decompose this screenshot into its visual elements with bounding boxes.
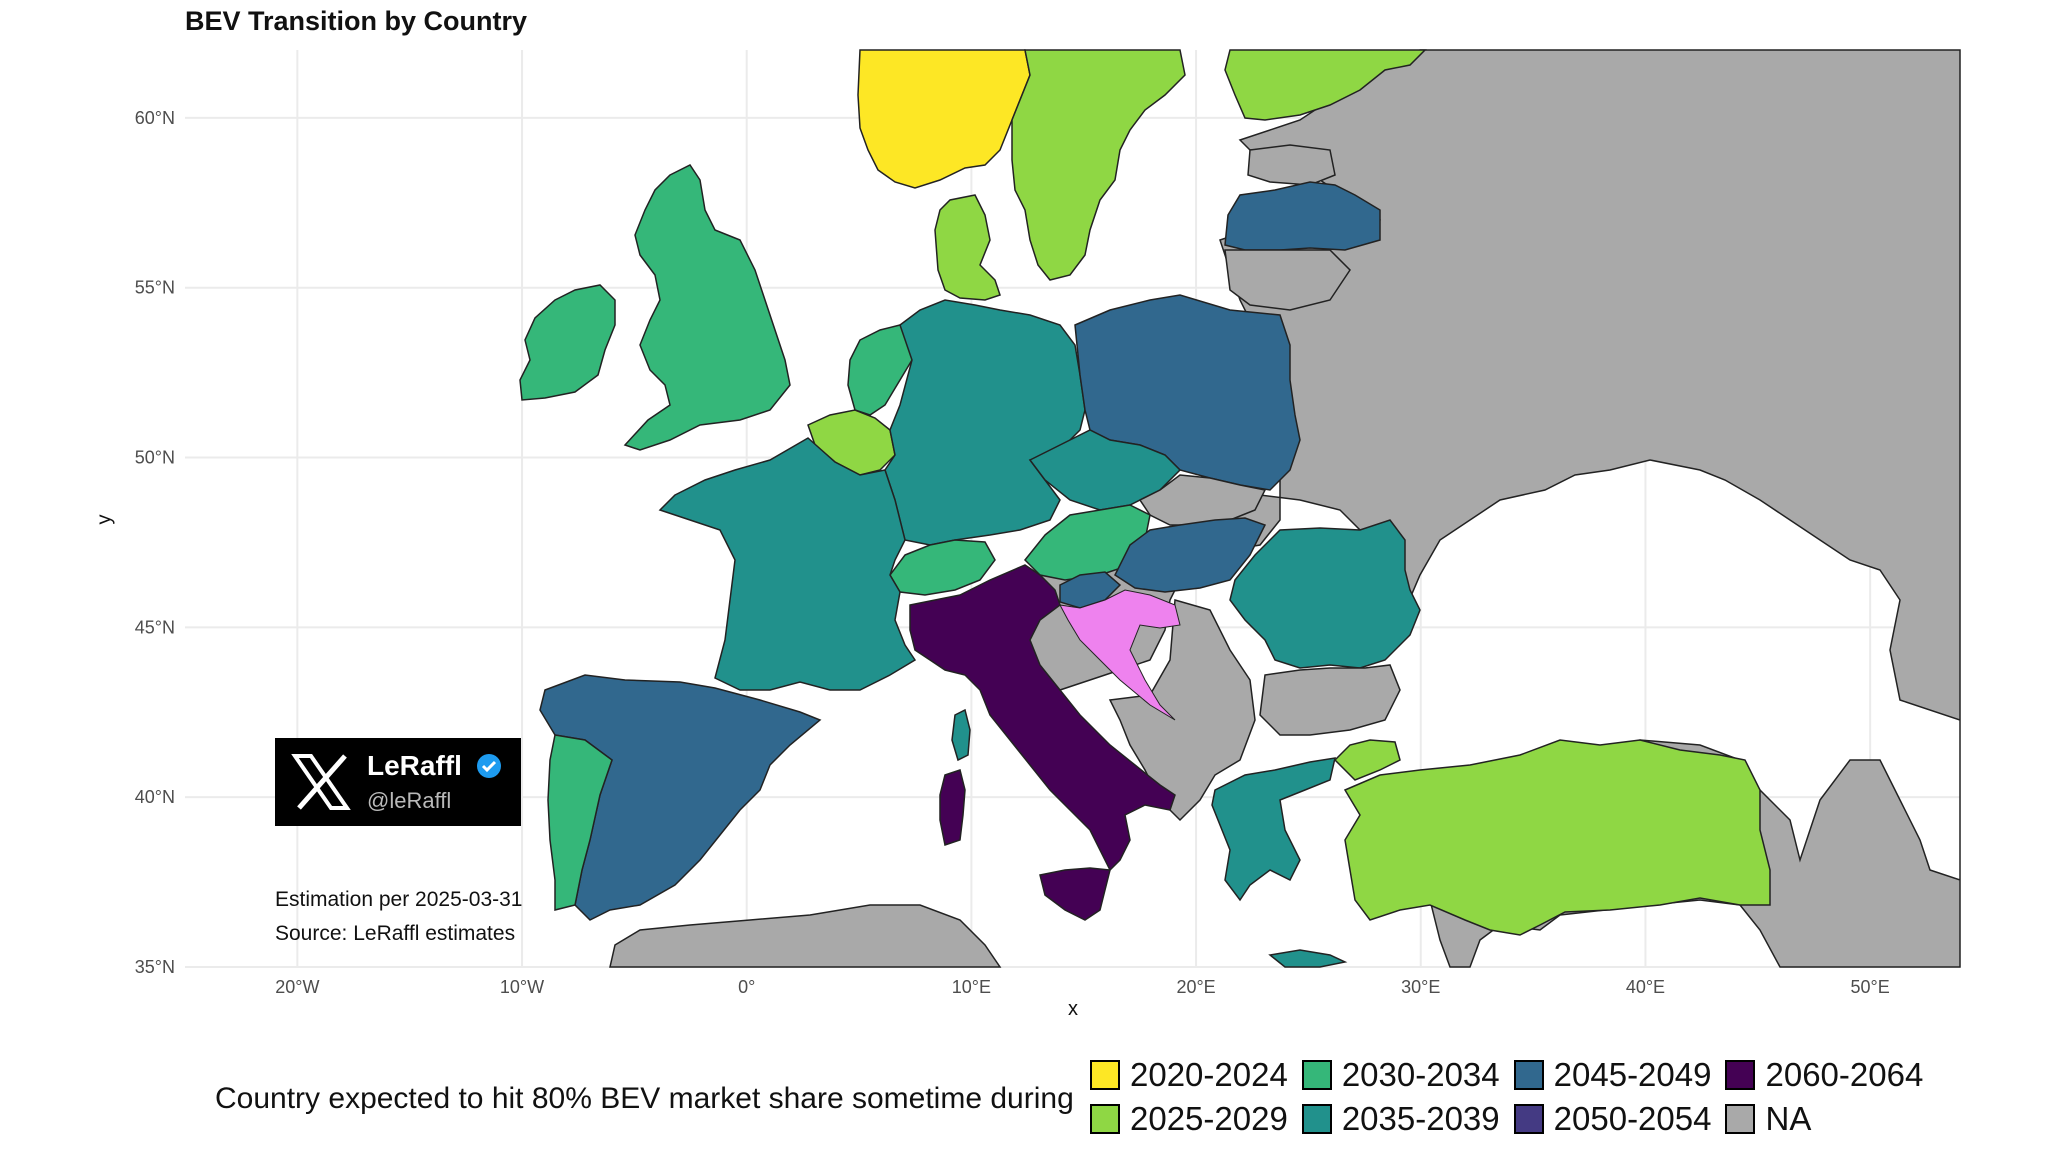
legend-swatch (1301, 1104, 1332, 1134)
country-italy-sardinia (939, 769, 966, 846)
badge-handle: @leRaffl (367, 788, 452, 813)
y-tick-label: 55°N (135, 278, 175, 298)
x-tick-label: 50°E (1851, 977, 1890, 997)
x-tick-label: 20°E (1176, 977, 1215, 997)
legend-title: Country expected to hit 80% BEV market s… (215, 1082, 1074, 1115)
legend-item: 2020-2024 (1090, 1056, 1288, 1094)
legend-item: 2025-2029 (1090, 1100, 1288, 1138)
legend-item: NA (1725, 1100, 1923, 1138)
country-romania (1229, 519, 1421, 669)
country-lithuania (1224, 249, 1351, 311)
country-sweden (1011, 49, 1186, 281)
x-logo-icon (291, 754, 351, 810)
author-badge: LeRaffl @leRaffl (275, 738, 521, 826)
country-finland (1224, 49, 1427, 121)
country-na-north-africa (609, 904, 1002, 968)
legend-label: 2060-2064 (1765, 1056, 1924, 1093)
axis-ticks: 20°W 10°W 0° 10°E 20°E 30°E 40°E 50°E 60°N 55°N 50… (135, 108, 1890, 997)
country-turkey-thrace (1333, 739, 1401, 781)
y-tick-label: 35°N (135, 957, 175, 977)
y-tick-label: 60°N (135, 108, 175, 128)
country-slovenia (1059, 571, 1122, 609)
legend-label: 2045-2049 (1553, 1056, 1712, 1093)
legend-swatch (1513, 1060, 1544, 1090)
legend-label: 2025-2029 (1130, 1100, 1288, 1137)
country-denmark (934, 194, 1001, 301)
legend-label: 2030-2034 (1341, 1056, 1500, 1093)
badge-name: LeRaffl (367, 750, 462, 781)
legend-label: 2035-2039 (1341, 1100, 1500, 1137)
country-france-corsica (951, 708, 971, 762)
estimation-note: Estimation per 2025-03-31 (275, 888, 523, 911)
country-slovakia (1138, 474, 1267, 526)
country-na-balkans (1108, 599, 1256, 822)
y-tick-label: 40°N (135, 787, 175, 807)
x-tick-label: 30°E (1401, 977, 1440, 997)
country-czechia (1028, 429, 1182, 511)
country-italy (909, 564, 1176, 872)
x-tick-label: 0° (738, 977, 755, 997)
legend-item: 2060-2064 (1725, 1056, 1923, 1094)
country-croatia (1059, 589, 1181, 721)
legend-item: 2050-2054 (1513, 1100, 1712, 1138)
legend: 2020-2024 2030-2034 2045-2049 2060-2064 2025… (1090, 1056, 1923, 1138)
y-tick-label: 50°N (135, 448, 175, 468)
y-axis-label: y (93, 514, 116, 525)
legend-label: NA (1765, 1100, 1812, 1137)
country-norway (857, 49, 1031, 189)
y-tick-label: 45°N (135, 617, 175, 637)
legend-swatch (1513, 1104, 1544, 1134)
legend-item: 2030-2034 (1301, 1056, 1500, 1094)
country-uk (623, 164, 791, 451)
x-axis-label: x (1068, 998, 1078, 1020)
country-turkey (1343, 739, 1771, 936)
legend-item: 2035-2039 (1301, 1100, 1500, 1138)
country-germany (884, 299, 1086, 546)
country-estonia (1247, 144, 1336, 186)
x-tick-label: 20°W (275, 977, 319, 997)
x-tick-label: 40°E (1626, 977, 1665, 997)
map-title: BEV Transition by Country (185, 6, 528, 36)
country-france (658, 437, 917, 691)
source-note: Source: LeRaffl estimates (275, 922, 516, 945)
x-tick-label: 10°W (500, 977, 544, 997)
country-ireland (519, 284, 616, 401)
legend-swatch (1725, 1104, 1756, 1134)
country-greece-crete (1268, 949, 1348, 968)
legend-swatch (1725, 1060, 1756, 1090)
x-tick-label: 10°E (952, 977, 991, 997)
verified-check-icon (477, 754, 501, 778)
legend-swatch (1090, 1104, 1120, 1134)
country-shapes (519, 49, 1961, 968)
country-portugal (547, 734, 613, 911)
legend-label: 2020-2024 (1130, 1056, 1288, 1093)
legend-swatch (1301, 1060, 1332, 1090)
legend-swatch (1090, 1060, 1120, 1090)
country-hungary (1114, 517, 1267, 593)
country-bulgaria (1259, 664, 1401, 736)
country-greece (1211, 757, 1336, 902)
legend-label: 2050-2054 (1553, 1100, 1712, 1137)
country-italy-sicily (1039, 867, 1111, 921)
country-netherlands (847, 324, 916, 416)
legend-item: 2045-2049 (1513, 1056, 1712, 1094)
